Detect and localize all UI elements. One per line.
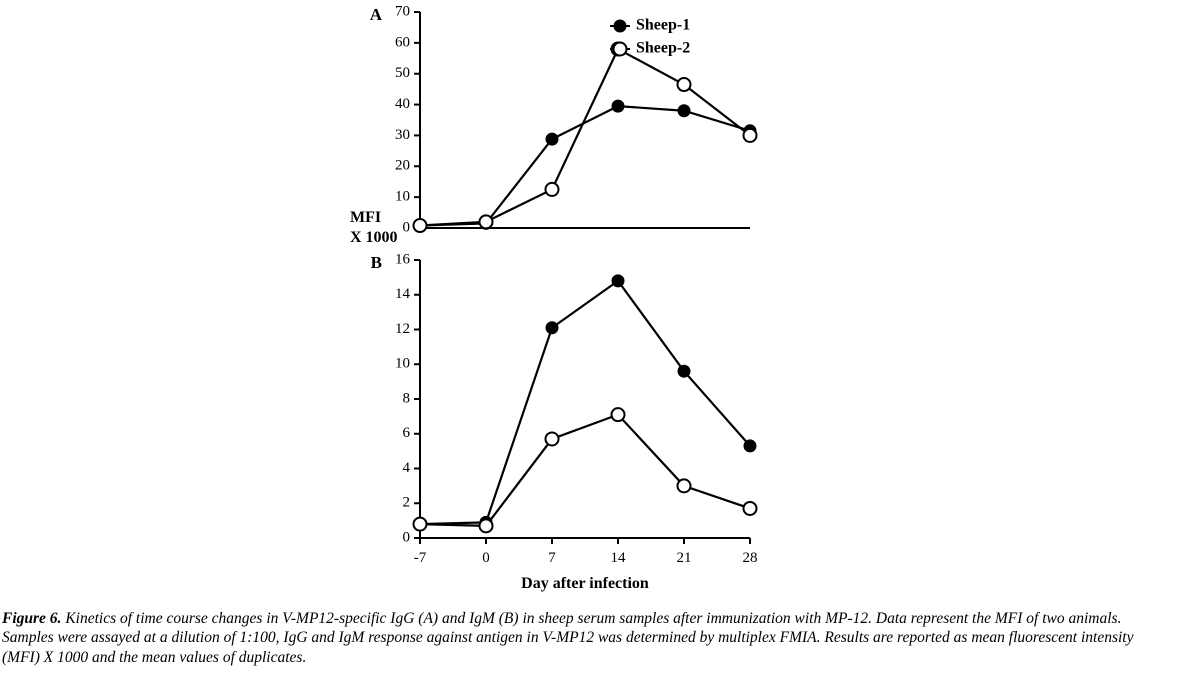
svg-text:60: 60 — [395, 34, 410, 50]
figure-page: { "figure": { "width": 1182, "height": 6… — [0, 0, 1182, 690]
svg-text:A: A — [370, 5, 383, 24]
svg-text:2: 2 — [403, 495, 411, 511]
svg-text:28: 28 — [743, 550, 758, 566]
svg-text:7: 7 — [548, 550, 556, 566]
svg-text:70: 70 — [395, 3, 410, 19]
svg-text:4: 4 — [403, 460, 411, 476]
svg-text:Sheep-2: Sheep-2 — [636, 40, 690, 57]
chart-svg: 010203040506070ASheep-1Sheep-20246810121… — [0, 0, 1182, 690]
svg-text:12: 12 — [395, 321, 410, 337]
svg-text:14: 14 — [395, 286, 411, 302]
svg-text:0: 0 — [403, 529, 411, 545]
svg-text:Sheep-1: Sheep-1 — [636, 17, 690, 34]
svg-text:50: 50 — [395, 65, 410, 81]
svg-text:20: 20 — [395, 158, 410, 174]
svg-text:10: 10 — [395, 189, 410, 205]
svg-text:21: 21 — [677, 550, 692, 566]
svg-text:16: 16 — [395, 251, 411, 267]
svg-text:0: 0 — [482, 550, 490, 566]
svg-text:MFI: MFI — [350, 209, 381, 226]
caption-text: Kinetics of time course changes in V-MP1… — [2, 610, 1133, 666]
svg-text:30: 30 — [395, 127, 410, 143]
svg-text:0: 0 — [403, 219, 411, 235]
svg-text:14: 14 — [611, 550, 627, 566]
svg-text:40: 40 — [395, 96, 410, 112]
svg-text:10: 10 — [395, 356, 410, 372]
svg-text:6: 6 — [403, 425, 411, 441]
caption-lead: Figure 6. — [2, 610, 61, 627]
svg-text:8: 8 — [403, 390, 411, 406]
svg-text:-7: -7 — [414, 550, 427, 566]
figure-caption: Figure 6. Kinetics of time course change… — [0, 605, 1182, 667]
svg-text:Day after infection: Day after infection — [521, 575, 649, 592]
svg-text:B: B — [371, 253, 382, 272]
svg-text:X 1000: X 1000 — [350, 229, 398, 246]
